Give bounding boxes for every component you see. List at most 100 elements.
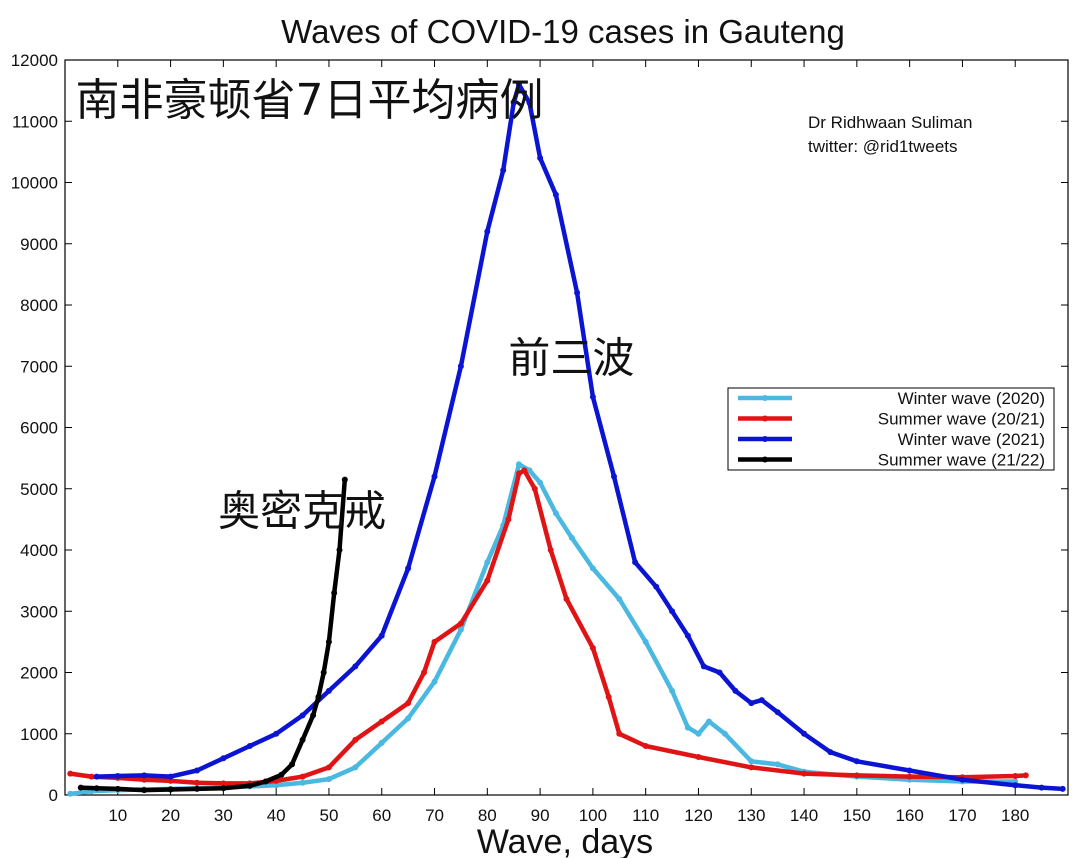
data-point — [1059, 785, 1066, 792]
data-point — [299, 773, 306, 780]
data-point — [289, 761, 295, 768]
data-point — [589, 565, 596, 572]
data-point — [642, 743, 649, 749]
data-point — [684, 632, 691, 639]
data-point — [378, 739, 385, 746]
data-point — [531, 485, 538, 492]
y-tick-label: 8000 — [20, 296, 58, 315]
credit-twitter: twitter: @rid1tweets — [808, 137, 958, 156]
data-point — [88, 773, 95, 780]
data-point — [653, 583, 660, 590]
data-point — [732, 687, 739, 694]
data-point — [552, 191, 559, 198]
y-tick-label: 3000 — [20, 602, 58, 621]
data-point — [505, 516, 512, 523]
data-point — [748, 764, 755, 771]
legend-marker — [762, 456, 768, 463]
data-point — [194, 767, 200, 774]
data-point — [827, 749, 834, 756]
data-point — [616, 596, 623, 602]
data-point — [616, 730, 623, 737]
data-point — [246, 782, 253, 789]
data-point — [589, 393, 596, 400]
legend-marker — [762, 436, 768, 442]
data-point — [325, 764, 332, 771]
data-point — [141, 787, 148, 794]
data-point — [568, 534, 575, 541]
data-point — [431, 678, 438, 685]
data-point — [774, 761, 781, 768]
data-point — [431, 638, 438, 645]
data-point — [167, 777, 174, 784]
data-point — [457, 620, 464, 627]
data-point — [774, 709, 781, 716]
legend-label: Summer wave (21/22) — [878, 451, 1045, 470]
data-point — [1012, 782, 1019, 789]
data-point — [695, 754, 702, 760]
legend: Winter wave (2020) Summer wave (20/21)Win… — [727, 387, 1055, 471]
data-point — [1038, 784, 1045, 791]
chart-title: Waves of COVID-19 cases in Gauteng — [281, 13, 845, 50]
data-point — [801, 770, 808, 777]
data-point — [352, 663, 359, 670]
data-point — [167, 786, 174, 793]
x-tick-label: 170 — [948, 806, 976, 825]
data-point — [516, 470, 522, 477]
data-point — [716, 669, 723, 676]
data-point — [220, 755, 227, 762]
axis-ticks: 10 20 30 40 50 60 70 80 90 100 110 120 130 140 150 160 1… — [11, 51, 1068, 825]
y-tick-label: 11000 — [12, 112, 58, 131]
data-point — [378, 718, 385, 725]
legend-box — [727, 387, 1055, 471]
data-point — [500, 167, 507, 174]
data-point — [695, 730, 702, 737]
series-1 — [67, 467, 1029, 787]
data-point — [669, 608, 676, 615]
data-point — [510, 99, 517, 106]
y-tick-label: 6000 — [20, 419, 58, 438]
data-point — [194, 785, 200, 792]
x-tick-label: 80 — [478, 806, 497, 825]
data-point — [405, 715, 412, 722]
data-point — [273, 730, 280, 737]
data-point — [431, 473, 438, 480]
legend-marker — [762, 415, 768, 422]
data-point — [684, 724, 691, 731]
x-tick-label: 180 — [1001, 806, 1029, 825]
data-point — [299, 779, 306, 786]
data-point — [801, 730, 808, 737]
data-point — [574, 289, 581, 296]
y-tick-label: 1000 — [20, 725, 58, 744]
y-tick-label: 12000 — [11, 51, 58, 70]
x-tick-label: 20 — [161, 806, 180, 825]
y-tick-label: 4000 — [20, 541, 58, 560]
annotation-text: 南非豪顿省7日平均病例 — [76, 75, 544, 126]
data-point — [632, 559, 639, 566]
data-point — [320, 669, 327, 676]
data-point — [167, 773, 174, 780]
series-line — [68, 468, 1029, 786]
data-point — [484, 577, 491, 584]
x-tick-label: 110 — [632, 806, 659, 825]
data-point — [748, 700, 755, 707]
annotation-text: 奥密克戒 — [218, 487, 386, 536]
credit-name: Dr Ridhwaan Suliman — [808, 113, 972, 132]
data-point — [325, 776, 332, 783]
data-point — [315, 694, 322, 700]
legend-marker — [762, 395, 768, 401]
data-point — [853, 772, 860, 779]
series-3 — [77, 476, 348, 794]
data-point — [378, 632, 385, 639]
x-tick-label: 50 — [319, 806, 338, 825]
data-point — [589, 645, 596, 651]
x-tick-label: 40 — [267, 806, 286, 825]
data-point — [77, 784, 84, 791]
x-tick-label: 90 — [531, 806, 550, 825]
data-point — [141, 776, 148, 783]
y-tick-label: 9000 — [20, 235, 58, 254]
data-point — [273, 782, 280, 789]
data-point — [299, 736, 306, 743]
y-tick-label: 0 — [49, 786, 58, 805]
legend-label: Winter wave (2020) — [898, 389, 1045, 408]
data-point — [521, 467, 528, 474]
